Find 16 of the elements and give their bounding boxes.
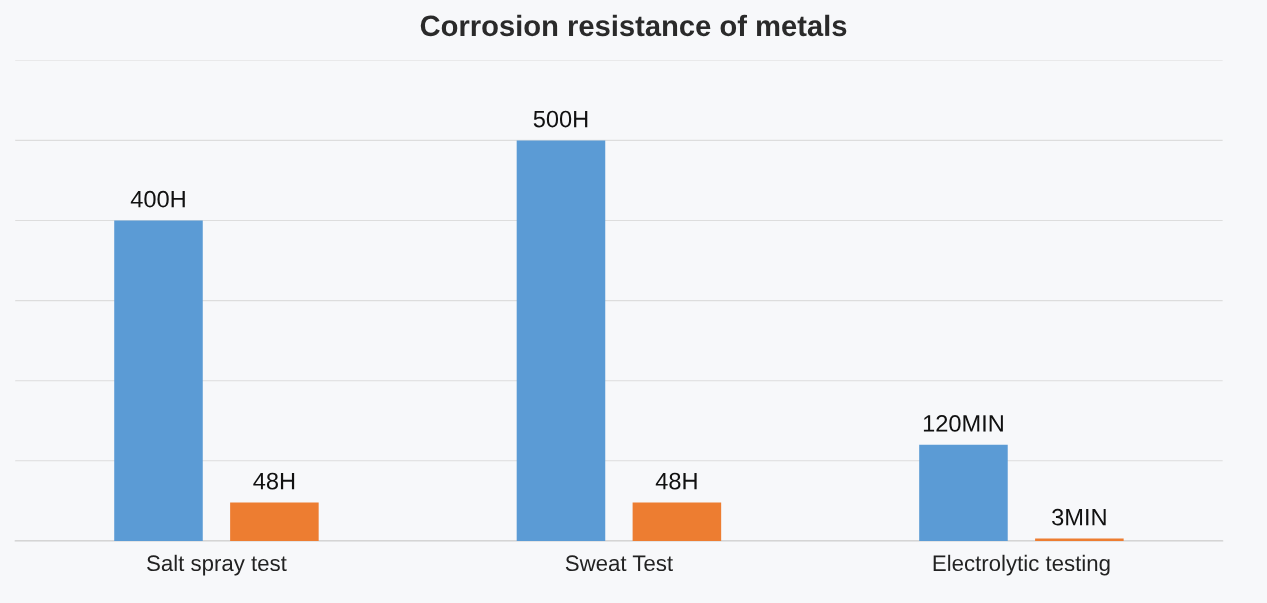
chart-title: Corrosion resistance of metals [420, 14, 847, 37]
x-tick-label: Electrolytic testing [933, 554, 1110, 576]
x-tick-label: Salt spray test [147, 554, 287, 576]
data-label: 3MIN [1052, 508, 1106, 526]
bar [919, 444, 1008, 541]
data-label: 48H [655, 472, 697, 490]
x-tick-label: Sweat Test [565, 555, 673, 572]
bar [632, 502, 722, 541]
data-label: 48H [253, 472, 295, 490]
bar [114, 220, 203, 541]
data-label: 120MIN [923, 415, 1003, 432]
bar [230, 502, 319, 541]
data-label: 500H [533, 110, 588, 128]
data-label: 400H [130, 190, 185, 208]
bar [516, 140, 606, 541]
bar [1035, 538, 1124, 541]
